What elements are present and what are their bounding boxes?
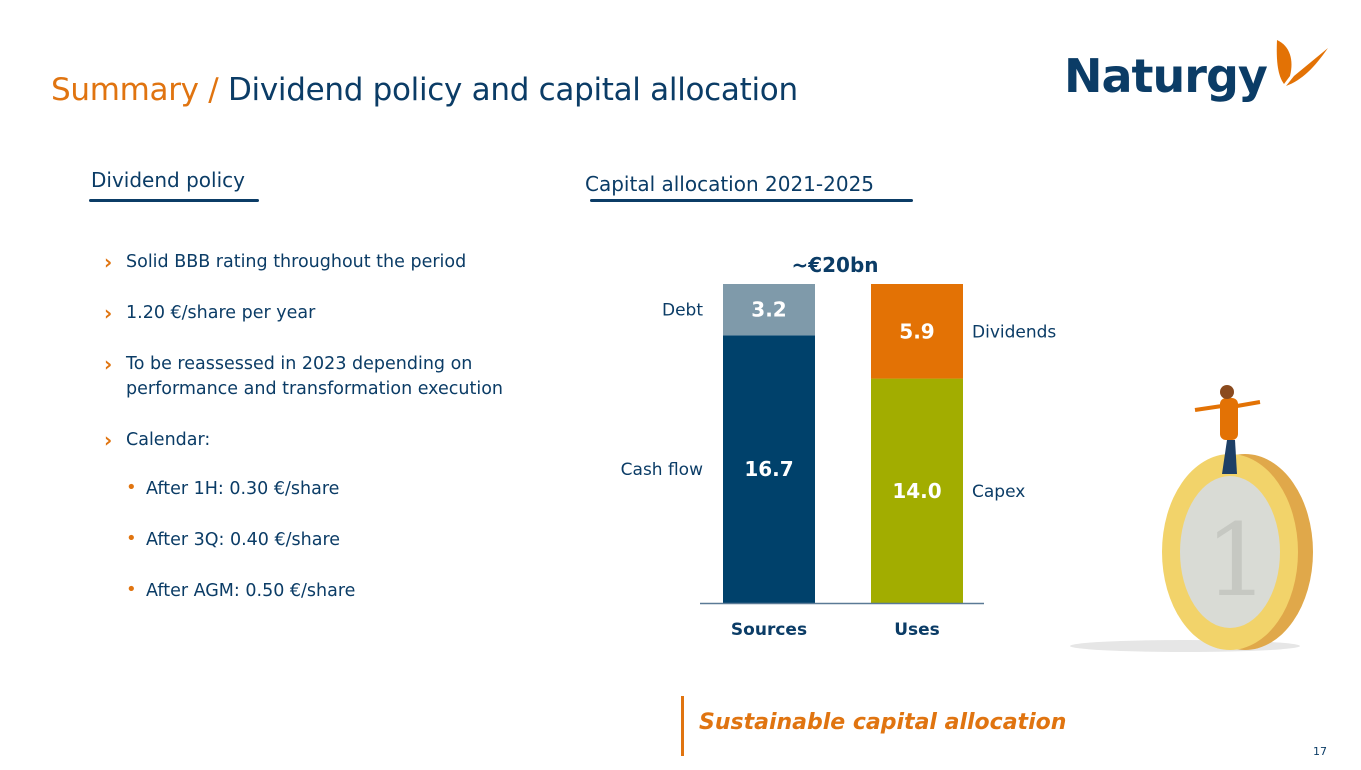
total-label: ~€20bn (791, 253, 878, 277)
bullet-dot-icon: • (126, 528, 137, 549)
coin-illustration: 1 (1070, 385, 1313, 652)
bullet-dot-icon: • (126, 579, 137, 600)
footer-tagline: Sustainable capital allocation (699, 710, 1067, 735)
data-label: 5.9 (899, 319, 934, 343)
svg-text:Naturgy: Naturgy (1064, 49, 1268, 103)
page-title: Summary / Dividend policy and capital al… (51, 72, 798, 108)
data-label: 3.2 (751, 298, 786, 322)
segment-name-label: Dividends (972, 322, 1056, 342)
segment-name-label: Capex (972, 482, 1025, 502)
bar-segment-capex (871, 378, 963, 603)
x-tick-label: Sources (731, 620, 807, 640)
bar-segment-debt (723, 284, 815, 336)
dividend-policy-heading: Dividend policy (91, 168, 245, 192)
chevron-right-icon: › (104, 428, 113, 452)
chart-title: Capital allocation 2021-2025 (585, 172, 875, 196)
bar-segment-cash-flow (723, 335, 815, 603)
page-number: 17 (1313, 745, 1327, 758)
svg-text:1: 1 (1205, 502, 1269, 619)
data-label: 16.7 (744, 457, 793, 481)
x-tick-label: Uses (894, 620, 940, 640)
naturgy-logo: Naturgy (1062, 36, 1332, 110)
chevron-right-icon: › (104, 352, 113, 376)
heading-underline (89, 199, 259, 202)
footer-accent-bar (681, 696, 684, 756)
segment-name-label: Cash flow (621, 460, 703, 480)
bullet-dot-icon: • (126, 477, 137, 498)
bar-segment-dividends (871, 284, 963, 379)
chevron-right-icon: › (104, 250, 113, 274)
data-label: 14.0 (892, 479, 941, 503)
segment-name-label: Debt (662, 301, 703, 321)
heading-underline (590, 199, 913, 202)
chevron-right-icon: › (104, 301, 113, 325)
